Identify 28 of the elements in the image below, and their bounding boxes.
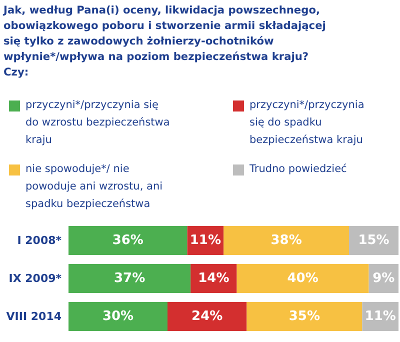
data-label: 9% <box>372 271 395 286</box>
data-label: 14% <box>198 271 230 286</box>
y-tick-label: IX 2009* <box>8 272 62 285</box>
bar <box>68 226 188 255</box>
bar <box>68 302 168 331</box>
bar <box>246 302 362 331</box>
bar <box>168 302 247 331</box>
data-label: 11% <box>190 233 222 248</box>
chart-subtitle: Czy: <box>4 66 29 78</box>
data-label: 15% <box>358 233 390 248</box>
legend-label: Trudno powiedzieć <box>248 163 348 175</box>
data-label: 40% <box>287 271 318 286</box>
chart-title: Jak, według Pana(i) oceny, likwidacja powszechnego, obowiązkowego poboru i stworzenie armii składającej się tylko z zawodowych żołnierzy-ochotników wpłynie*/wpływa na poziom bezpieczeństwa kraju? <box>2 4 326 63</box>
legend-label: przyczyni*/przyczynia się do wzrostu bezpieczeństwa kraju <box>26 99 170 146</box>
y-tick-label: VIII 2014 <box>6 310 62 323</box>
legend-label: nie spowoduje*/ nie powoduje ani wzrostu, ani spadku bezpieczeństwa <box>26 163 163 210</box>
y-tick-label: I 2008* <box>17 234 62 247</box>
legend-label: przyczyni*/przyczynia się do spadku bezpieczeństwa kraju <box>250 99 364 146</box>
data-label: 37% <box>114 271 146 286</box>
data-label: 11% <box>364 309 396 324</box>
data-label: 24% <box>192 309 223 324</box>
bar <box>68 264 191 293</box>
data-label: 35% <box>288 309 320 324</box>
data-label: 38% <box>270 233 302 248</box>
bar <box>224 226 349 255</box>
bar <box>236 264 369 293</box>
data-label: 30% <box>102 309 134 324</box>
data-label: 36% <box>112 233 144 248</box>
